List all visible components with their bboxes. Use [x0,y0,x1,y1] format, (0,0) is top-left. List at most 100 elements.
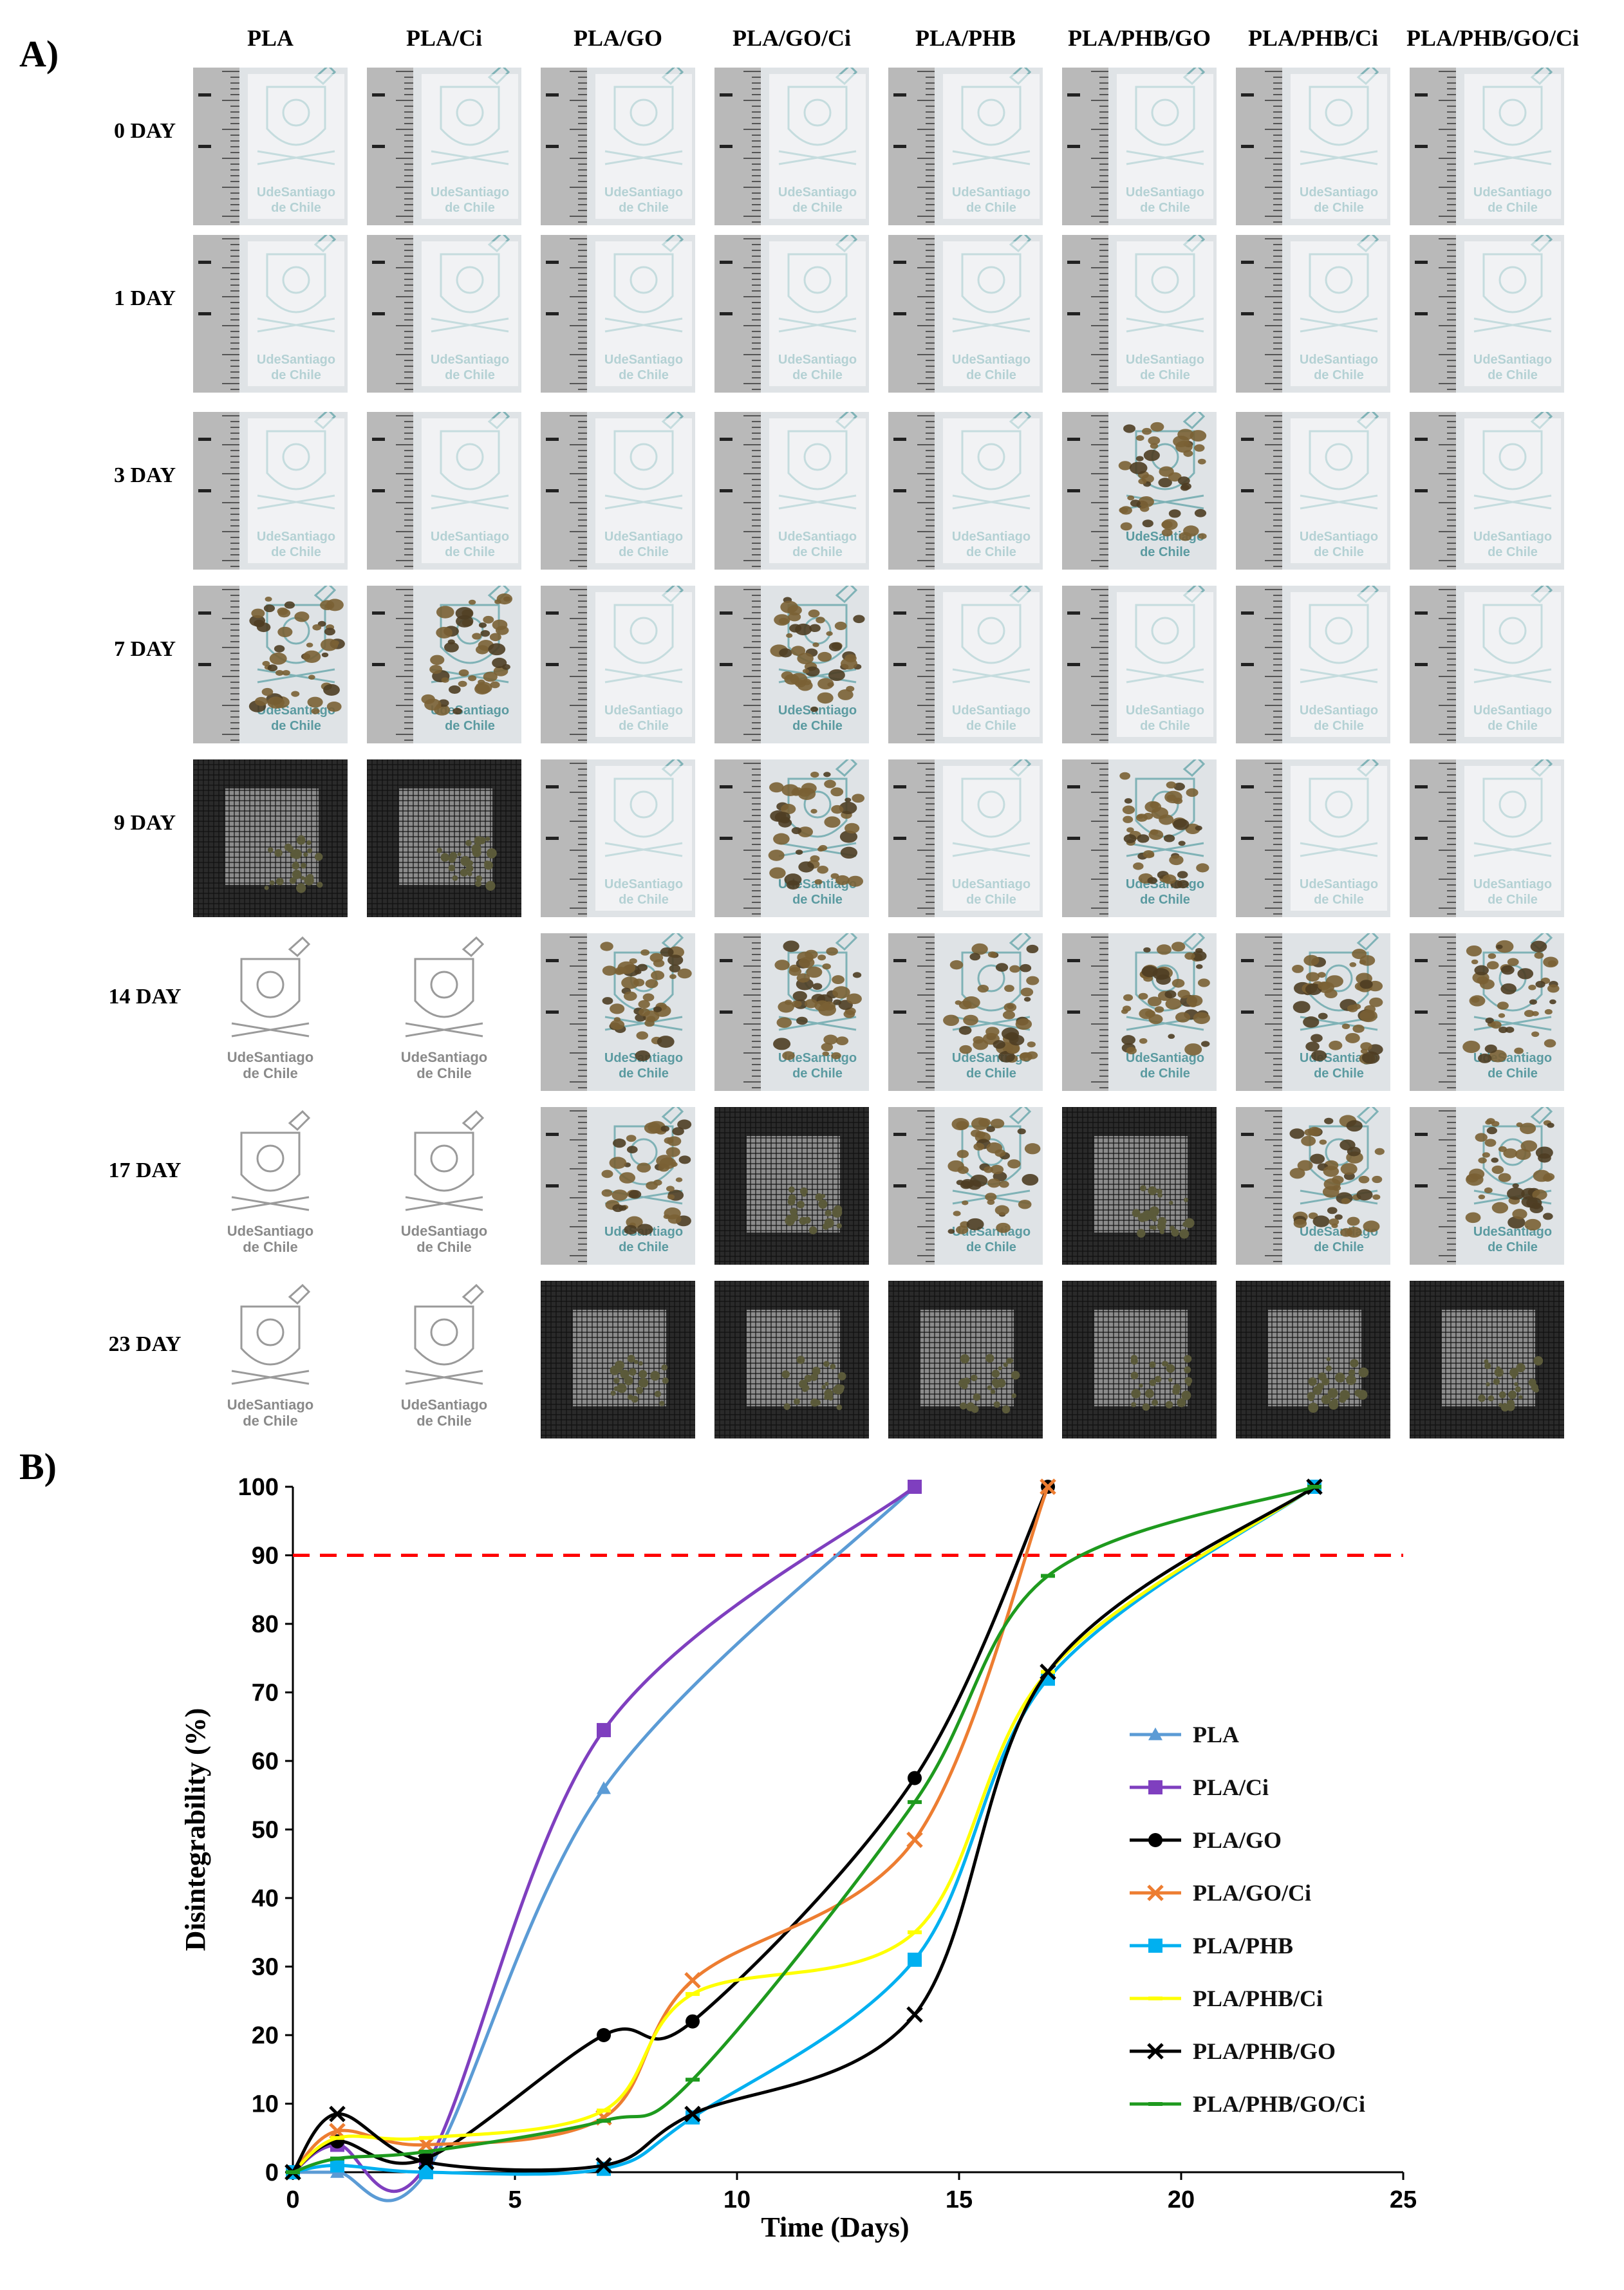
series-PLA/GO/Ci [285,1478,1056,2181]
sample-photo-mesh [714,1281,869,1438]
legend-marker [1148,1939,1162,1953]
sample-photo-logo: UdeSantiago de Chile [193,1281,348,1438]
data-point [684,2105,701,2123]
y-tick-label: 30 [252,1954,279,1981]
panel-b-label: B) [19,1446,57,1487]
series-PLA/PHB/Ci [286,1485,1321,2174]
sample-photo-mesh [888,1281,1043,1438]
svg-text:UdeSantiago: UdeSantiago [227,1397,313,1413]
row-header: 7 DAY [113,637,176,661]
data-point [419,2150,433,2154]
data-point [597,2028,611,2042]
data-point [1041,1574,1055,1578]
column-header: PLA/PHB [915,25,1016,51]
data-point [906,2006,923,2023]
svg-text:de Chile: de Chile [271,719,321,733]
legend-entry: PLA/GO/Ci [1130,1880,1311,1906]
svg-text:de Chile: de Chile [792,893,843,907]
svg-text:de Chile: de Chile [243,1413,298,1429]
svg-text:de Chile: de Chile [1140,893,1190,907]
data-point [908,1480,922,1494]
data-point [419,2165,433,2179]
sample-photo-logo: UdeSantiago de Chile [367,1107,521,1265]
legend-entry: PLA/PHB/GO/Ci [1130,2091,1365,2117]
svg-text:de Chile: de Chile [1314,1240,1364,1254]
data-point [330,2136,344,2140]
column-header: PLA/Ci [406,25,482,51]
row-header: 0 DAY [113,119,176,143]
svg-text:UdeSantiago: UdeSantiago [431,703,509,718]
legend-marker [1147,1885,1164,1901]
svg-text:de Chile: de Chile [243,1239,298,1255]
svg-text:de Chile: de Chile [416,1065,472,1081]
svg-text:de Chile: de Chile [792,1066,843,1081]
data-point [686,2014,700,2029]
column-header: PLA/GO [573,25,662,51]
legend-marker [1148,2102,1162,2106]
row-header: 14 DAY [108,985,182,1009]
legend-label: PLA/GO [1193,1827,1282,1853]
data-point [1040,1478,1056,1495]
svg-text:UdeSantiago: UdeSantiago [401,1397,487,1413]
y-axis-title: Disintegrability (%) [180,1708,211,1951]
svg-text:de Chile: de Chile [619,1240,669,1254]
data-point [418,2154,434,2170]
sample-photo-logo: UdeSantiago de Chile [367,933,521,1091]
x-tick-label: 25 [1390,2186,1417,2213]
y-tick-label: 50 [252,1817,279,1844]
series-line [292,1485,1050,2174]
data-point [1307,1485,1321,1489]
row-header: 3 DAY [113,463,176,487]
column-header: PLA/PHB/GO/Ci [1406,25,1580,51]
sample-photo-logo: UdeSantiago de Chile [193,1107,348,1265]
legend-entry: PLA [1130,1722,1239,1747]
row-header: 9 DAY [113,811,176,835]
x-tick-label: 20 [1168,2186,1195,2213]
svg-text:UdeSantiago: UdeSantiago [1126,1051,1204,1065]
svg-text:de Chile: de Chile [619,1066,669,1081]
legend-label: PLA/PHB/Ci [1193,1986,1323,2011]
series-line [293,1485,916,2202]
series-line [292,1485,1316,2174]
x-tick-label: 15 [946,2186,973,2213]
sample-photo-mesh [1062,1107,1217,1265]
data-point [597,1723,611,1738]
svg-text:de Chile: de Chile [1314,1066,1364,1081]
sample-photo-mesh [193,759,348,917]
y-tick-label: 90 [252,1543,279,1570]
data-point [684,1972,701,1989]
data-point [908,1800,922,1804]
data-point [908,1771,922,1785]
svg-text:de Chile: de Chile [1140,1066,1190,1081]
series-PLA/Ci [286,1480,922,2193]
series-line [292,1486,1050,2174]
row-header: 17 DAY [108,1159,182,1182]
y-tick-label: 80 [252,1611,279,1638]
column-header: PLA [247,25,294,51]
legend-marker [1148,1833,1162,1847]
